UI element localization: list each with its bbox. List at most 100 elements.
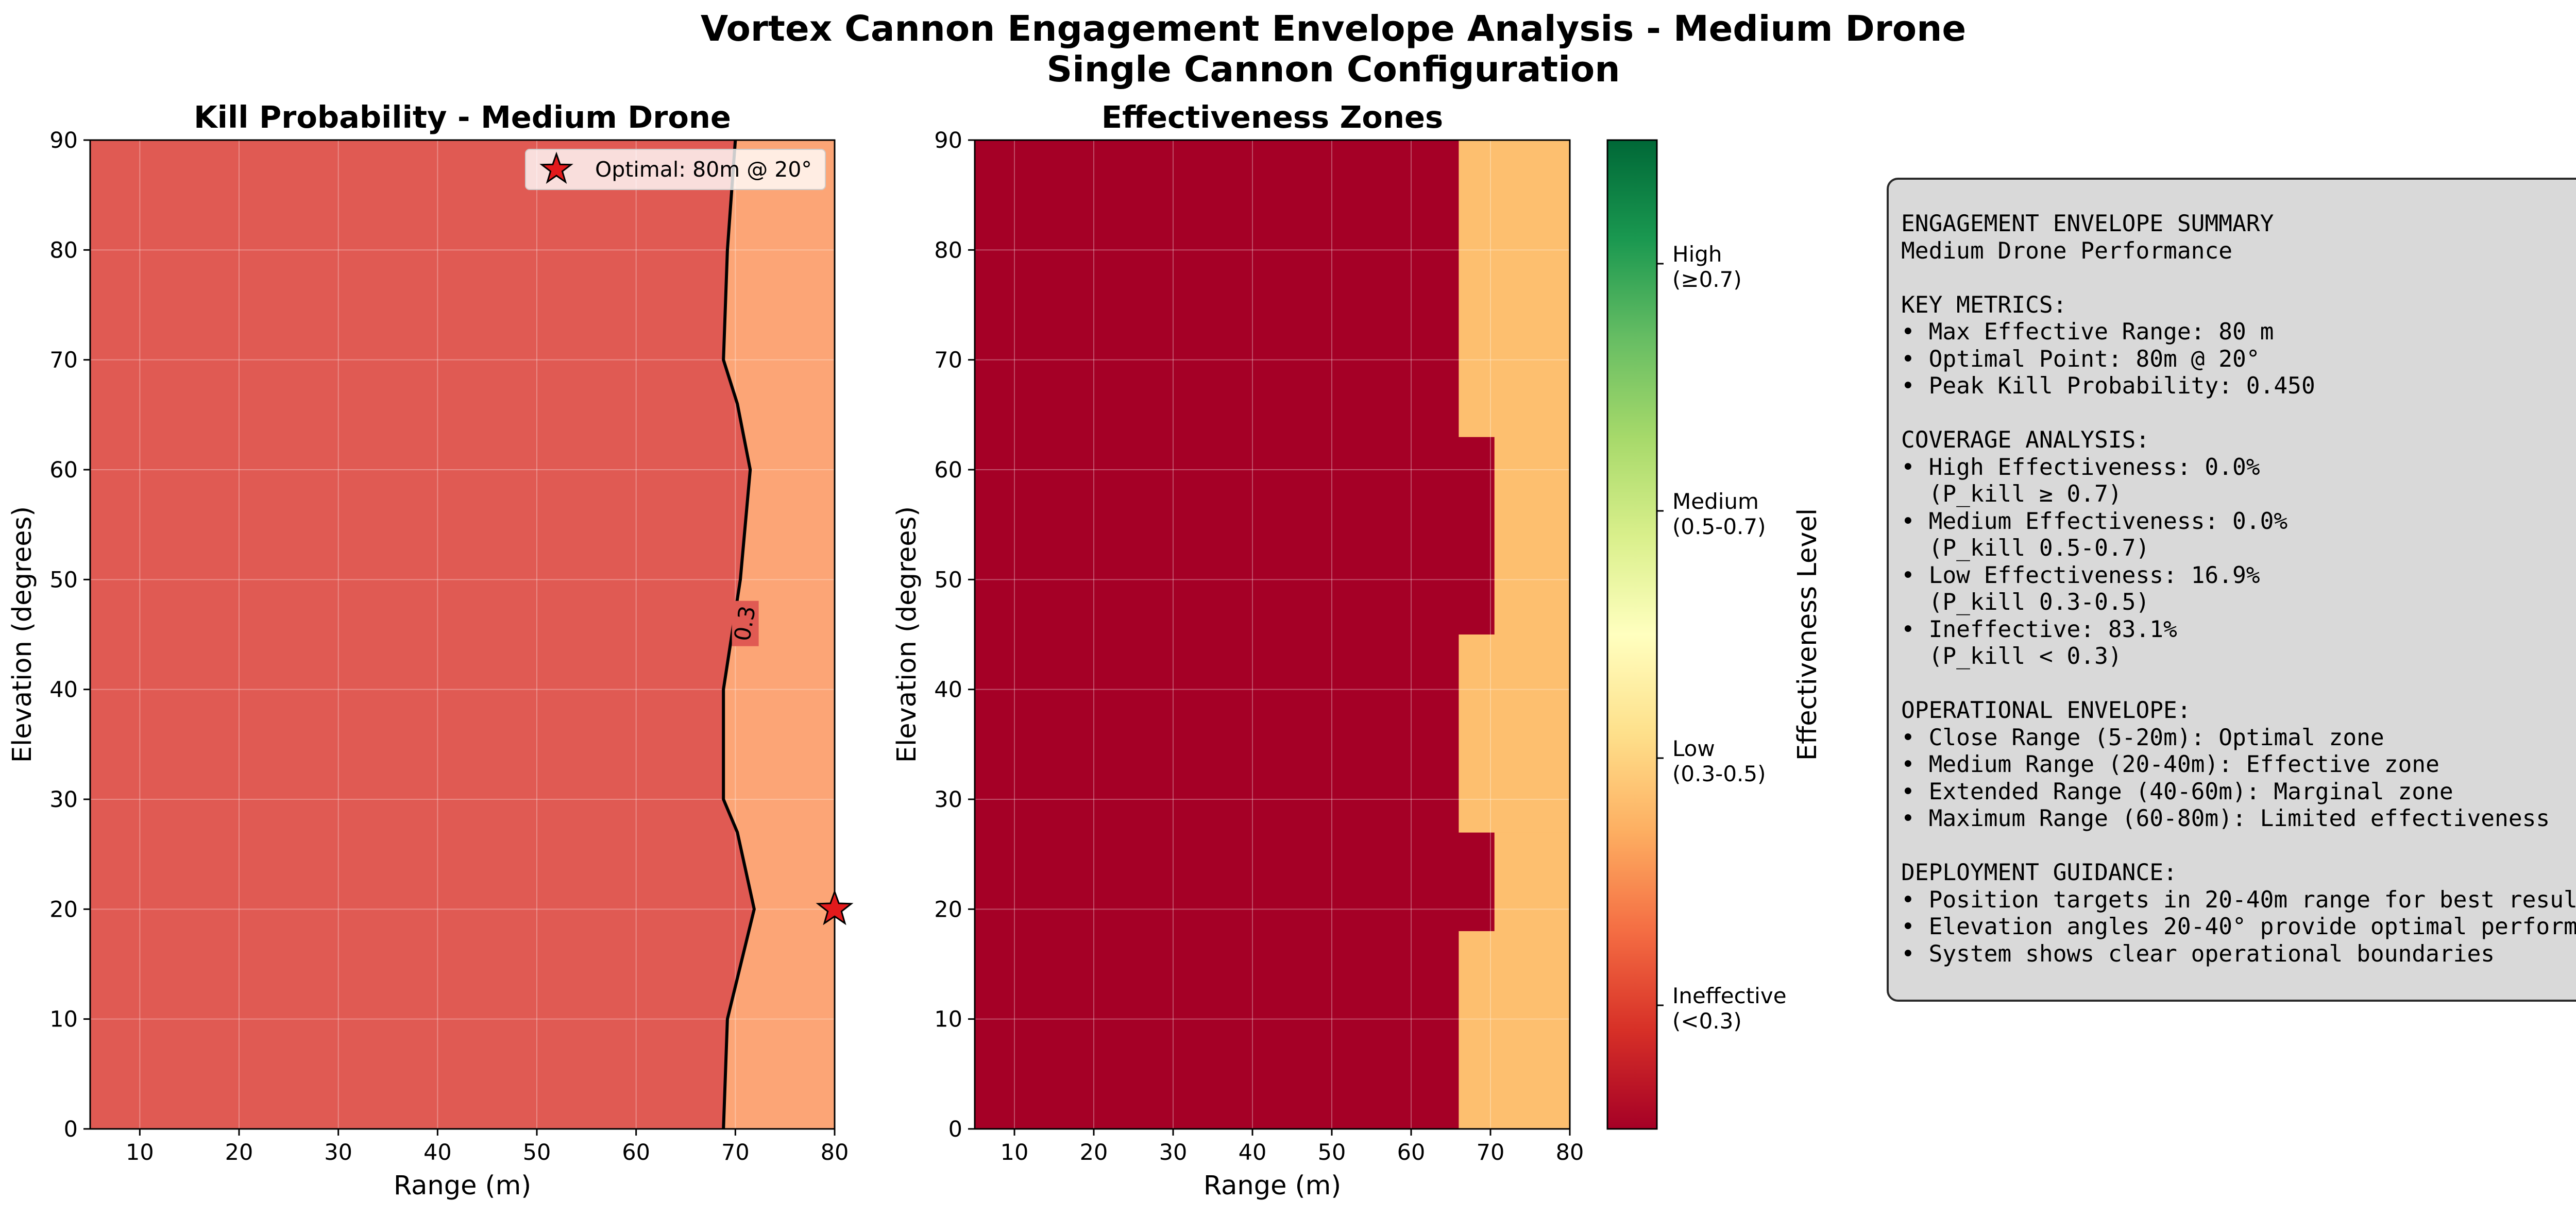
right-xtick-label: 40 bbox=[1239, 1140, 1267, 1165]
left-xtick-label: 20 bbox=[225, 1140, 253, 1165]
right-frame bbox=[974, 139, 1571, 1130]
left-ytick-label: 40 bbox=[49, 677, 78, 703]
summary-line: • Optimal Point: 80m @ 20° bbox=[1901, 346, 2260, 372]
zone-low bbox=[1494, 437, 1570, 635]
right-xtick-label: 30 bbox=[1159, 1140, 1188, 1165]
right-xtick-label: 60 bbox=[1397, 1140, 1426, 1165]
right-title: Effectiveness Zones bbox=[1101, 99, 1443, 135]
figure-subtitle: Single Cannon Configuration bbox=[1047, 49, 1620, 90]
left-ylabel: Elevation (degrees) bbox=[7, 506, 38, 763]
summary-line: • Position targets in 20-40m range for b… bbox=[1901, 886, 2576, 913]
left-xlabel: Range (m) bbox=[394, 1171, 531, 1201]
left-ytick-label: 50 bbox=[49, 567, 78, 593]
right-ytick-label: 90 bbox=[934, 128, 962, 153]
zone-low bbox=[1459, 931, 1570, 1129]
summary-line: (P_kill 0.3-0.5) bbox=[1901, 589, 2150, 615]
summary-line: • Close Range (5-20m): Optimal zone bbox=[1901, 724, 2384, 751]
left-frame bbox=[89, 139, 836, 1130]
left-ytick-label: 30 bbox=[49, 787, 78, 813]
summary-line: • Peak Kill Probability: 0.450 bbox=[1901, 373, 2315, 399]
effectiveness-zones-plot: 10 20 30 40 50 60 70 80 0 10 20 30 40 50 60 70 80 90 Range… bbox=[892, 99, 1584, 1201]
effectiveness-colorbar: Ineffective(<0.3) Low(0.3-0.5) Medium(0.5-… bbox=[1606, 139, 1823, 1130]
figure-title: Vortex Cannon Engagement Envelope Analys… bbox=[701, 8, 1966, 49]
right-xtick-label: 10 bbox=[1001, 1140, 1029, 1165]
left-ytick-label: 60 bbox=[49, 457, 78, 483]
summary-line: (P_kill ≥ 0.7) bbox=[1901, 481, 2122, 507]
summary-line: • Extended Range (40-60m): Marginal zone bbox=[1901, 778, 2453, 805]
colorbar-tick-label: Medium bbox=[1672, 489, 1759, 514]
summary-line: COVERAGE ANALYSIS: bbox=[1901, 427, 2150, 453]
summary-text: ENGAGEMENT ENVELOPE SUMMARY Medium Drone… bbox=[1901, 211, 2576, 968]
colorbar-tick-sublabel: (0.3-0.5) bbox=[1672, 761, 1766, 786]
right-ytick-label: 70 bbox=[934, 348, 962, 373]
zone-low bbox=[1459, 634, 1570, 833]
right-ytick-label: 80 bbox=[934, 237, 962, 263]
summary-line: (P_kill < 0.3) bbox=[1901, 643, 2122, 670]
colorbar-bar bbox=[1606, 139, 1658, 1130]
summary-line: • Medium Range (20-40m): Effective zone bbox=[1901, 751, 2439, 778]
legend-star-icon bbox=[539, 151, 573, 184]
right-ytick-label: 20 bbox=[934, 897, 962, 922]
right-ytick-label: 50 bbox=[934, 567, 962, 593]
summary-line: (P_kill 0.5-0.7) bbox=[1901, 535, 2150, 561]
left-xtick-label: 40 bbox=[423, 1140, 452, 1165]
right-xtick-label: 80 bbox=[1556, 1140, 1584, 1165]
colorbar-tick-sublabel: (<0.3) bbox=[1672, 1008, 1742, 1034]
left-xtick-label: 80 bbox=[821, 1140, 849, 1165]
colorbar-tick-label: High bbox=[1672, 242, 1722, 267]
summary-line: • Max Effective Range: 80 m bbox=[1901, 319, 2274, 345]
summary-line: • High Effectiveness: 0.0% bbox=[1901, 454, 2260, 481]
right-ytick-label: 10 bbox=[934, 1007, 962, 1033]
left-ytick-label: 70 bbox=[49, 348, 78, 373]
contour-label: 0.3 bbox=[730, 604, 761, 643]
summary-line: • Low Effectiveness: 16.9% bbox=[1901, 562, 2260, 589]
zone-ineffective bbox=[1459, 832, 1495, 932]
colorbar-label: Effectiveness Level bbox=[1792, 508, 1823, 761]
right-xtick-label: 70 bbox=[1477, 1140, 1505, 1165]
zone-low bbox=[1494, 832, 1570, 932]
left-xtick-label: 30 bbox=[324, 1140, 352, 1165]
left-ytick-label: 20 bbox=[49, 897, 78, 922]
right-ytick-label: 30 bbox=[934, 787, 962, 813]
right-ytick-label: 0 bbox=[948, 1117, 962, 1142]
colorbar-tick-label: Low bbox=[1672, 736, 1715, 761]
right-ytick-label: 60 bbox=[934, 457, 962, 483]
summary-line: KEY METRICS: bbox=[1901, 291, 2067, 318]
summary-line: • Elevation angles 20-40° provide optima… bbox=[1901, 914, 2576, 940]
summary-line: OPERATIONAL ENVELOPE: bbox=[1901, 697, 2191, 724]
contour-label-gap bbox=[732, 601, 759, 646]
summary-line: • System shows clear operational boundar… bbox=[1901, 940, 2495, 967]
zone-ineffective bbox=[1459, 437, 1495, 635]
summary-box: ENGAGEMENT ENVELOPE SUMMARY Medium Drone… bbox=[1887, 178, 2576, 1002]
left-title: Kill Probability - Medium Drone bbox=[194, 99, 731, 135]
low-probability-region bbox=[90, 140, 754, 1129]
optimal-point-star bbox=[816, 889, 854, 925]
left-ytick-label: 80 bbox=[49, 237, 78, 263]
right-xlabel: Range (m) bbox=[1204, 1171, 1341, 1201]
left-ytick-label: 0 bbox=[64, 1117, 78, 1142]
left-xtick-label: 10 bbox=[126, 1140, 154, 1165]
left-xtick-label: 70 bbox=[721, 1140, 750, 1165]
left-ytick-label: 90 bbox=[49, 128, 78, 153]
colorbar-tick-sublabel: (0.5-0.7) bbox=[1672, 514, 1766, 539]
right-ytick-label: 40 bbox=[934, 677, 962, 703]
colorbar-tick-sublabel: (≥0.7) bbox=[1672, 267, 1742, 292]
summary-line: • Medium Effectiveness: 0.0% bbox=[1901, 508, 2288, 535]
left-xtick-label: 50 bbox=[523, 1140, 551, 1165]
summary-line: ENGAGEMENT ENVELOPE SUMMARY bbox=[1901, 211, 2274, 237]
right-ylabel: Elevation (degrees) bbox=[892, 506, 922, 763]
legend-label: Optimal: 80m @ 20° bbox=[595, 157, 812, 182]
kill-probability-plot: 10 20 30 40 50 60 70 80 0 10 20 30 40 50 60 70 80 90 Range… bbox=[7, 99, 854, 1201]
right-xtick-label: 50 bbox=[1318, 1140, 1346, 1165]
summary-line: Medium Drone Performance bbox=[1901, 237, 2232, 264]
summary-line: • Maximum Range (60-80m): Limited effect… bbox=[1901, 805, 2550, 832]
colorbar-tick-label: Ineffective bbox=[1672, 983, 1787, 1008]
legend-box bbox=[525, 149, 826, 190]
summary-line: DEPLOYMENT GUIDANCE: bbox=[1901, 860, 2177, 886]
zone-ineffective bbox=[975, 140, 1459, 1129]
left-ytick-label: 10 bbox=[49, 1007, 78, 1033]
right-xtick-label: 20 bbox=[1080, 1140, 1108, 1165]
summary-line: • Ineffective: 83.1% bbox=[1901, 616, 2177, 643]
